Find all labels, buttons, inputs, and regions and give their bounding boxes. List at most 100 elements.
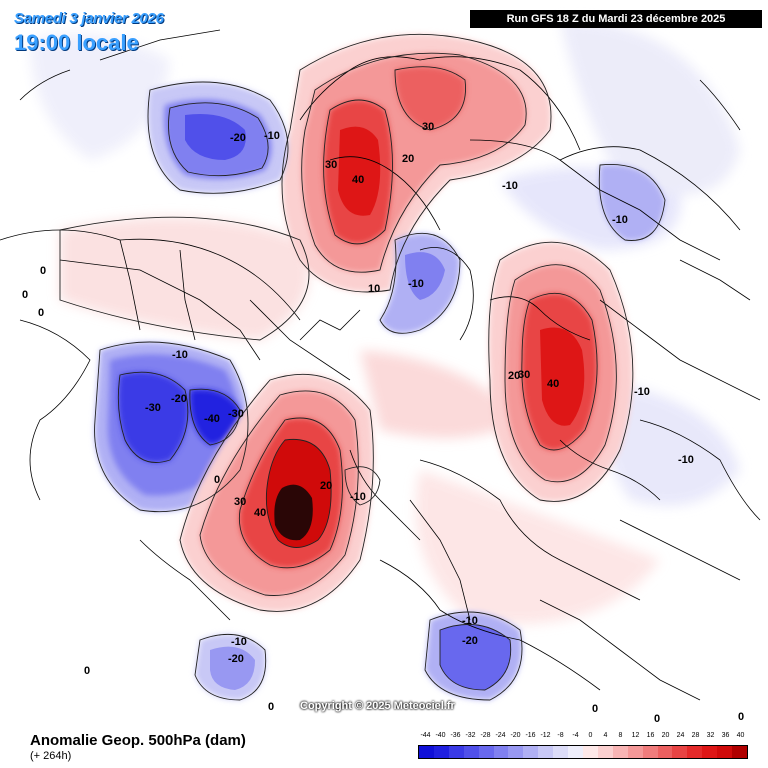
colorbar-tick-label: -12 [540,732,551,739]
contour-label: -10 [502,180,518,192]
weak-anomaly-fill [30,20,740,624]
colorbar-swatch [627,746,643,758]
high-anomaly-east [488,242,633,502]
contour-label: 0 [738,711,744,723]
colorbar-swatch [463,746,479,758]
colorbar-tick-label: 4 [603,732,608,739]
colorbar [418,745,748,759]
contour-label: 30 [518,369,530,381]
high-anomaly-center [180,374,374,612]
colorbar-tick-label: -24 [495,732,506,739]
contour-label: 30 [422,121,434,133]
forecast-date: Samedi 3 janvier 2026 [14,10,164,27]
colorbar-tick-label: -36 [450,732,461,739]
contour-label: -10 [172,349,188,361]
contour-label: 20 [320,480,332,492]
low-anomaly-asia [599,164,665,241]
colorbar-tick-label: -16 [525,732,536,739]
forecast-local-time: 19:00 locale [14,30,139,55]
low-anomaly-north [380,233,460,334]
contour-label: 0 [214,474,220,486]
contour-label: 10 [368,283,380,295]
colorbar-swatch [538,746,554,758]
colorbar-tick-label: -40 [435,732,446,739]
colorbar-tick-label: -8 [557,732,564,739]
field-title: Anomalie Geop. 500hPa (dam) [30,732,246,749]
colorbar-swatch [419,746,434,758]
colorbar-tick-label: 40 [736,732,745,739]
contour-label: -30 [228,408,244,420]
contour-label: 30 [234,496,246,508]
contour-label: 0 [84,665,90,677]
contour-label: -40 [204,413,220,425]
colorbar-swatch [717,746,733,758]
contour-label: 0 [592,703,598,715]
colorbar-swatch [597,746,613,758]
colorbar-swatch [657,746,673,758]
contour-label: -30 [145,402,161,414]
contour-label: 30 [325,159,337,171]
colorbar-tick-label: 0 [588,732,593,739]
colorbar-tick-label: 24 [676,732,685,739]
contour-label: 0 [40,265,46,277]
colorbar-swatch [448,746,464,758]
low-anomaly-south [425,612,522,700]
colorbar-tick-label: -44 [420,732,431,739]
contour-label: 20 [508,370,520,382]
contour-label-group: -20 -10 30 40 20 30 10 -10 -10 -10 0 -10… [22,121,744,725]
contour-label: -20 [462,635,478,647]
colorbar-swatch [568,746,583,758]
colorbar-swatch [582,746,598,758]
contour-label: -10 [634,386,650,398]
contour-label: -10 [408,278,424,290]
contour-lines [59,33,666,701]
contour-label: -10 [264,130,280,142]
colorbar-swatch [687,746,703,758]
contour-label: 0 [22,289,28,301]
contour-label: 40 [254,507,266,519]
colorbar-tick-label: -32 [465,732,476,739]
colorbar-tick-label: 32 [706,732,715,739]
contour-label: -10 [350,491,366,503]
contour-label: -10 [678,454,694,466]
colorbar-swatch [612,746,628,758]
colorbar-swatch [523,746,539,758]
colorbar-swatch [642,746,658,758]
contour-label: -20 [230,132,246,144]
contour-label: -20 [171,393,187,405]
colorbar-swatch [732,746,747,758]
low-anomaly-nw [148,82,288,194]
lead-time: (+ 264h) [30,750,72,762]
colorbar-swatch [508,746,524,758]
colorbar-swatch [433,746,449,758]
colorbar-tick-label: -28 [480,732,491,739]
colorbar-tick-labels: -44 -40 -36 -32 -28 -24 -20 -16 -12 -8 -4 0 4 8 12 16 20… [418,732,748,744]
colorbar-swatch [553,746,569,758]
low-anomaly-sw [195,634,266,700]
contour-label: 40 [352,174,364,186]
colorbar-swatch [672,746,688,758]
colorbar-tick-label: 16 [646,732,655,739]
colorbar-tick-label: 8 [618,732,623,739]
colorbar-tick-label: 20 [661,732,670,739]
run-info-banner: Run GFS 18 Z du Mardi 23 décembre 2025 [470,10,762,28]
contour-label: 0 [268,701,274,713]
colorbar-tick-label: 28 [691,732,700,739]
contour-label: 0 [38,307,44,319]
colorbar-swatch [478,746,494,758]
colorbar-tick-label: 12 [631,732,640,739]
colorbar-swatch [702,746,718,758]
contour-label: -10 [462,615,478,627]
contour-label: 20 [402,153,414,165]
contour-label: -10 [612,214,628,226]
copyright-text: Copyright © 2025 Meteociel.fr [300,700,455,712]
footer: Anomalie Geop. 500hPa (dam) (+ 264h) -44… [0,726,768,768]
colorbar-swatch [493,746,509,758]
high-anomaly-top [282,34,551,293]
contour-label: -10 [231,636,247,648]
colorbar-tick-label: -4 [572,732,579,739]
colorbar-tick-label: -20 [510,732,521,739]
contour-label: 0 [654,713,660,725]
contour-label: 40 [547,378,559,390]
